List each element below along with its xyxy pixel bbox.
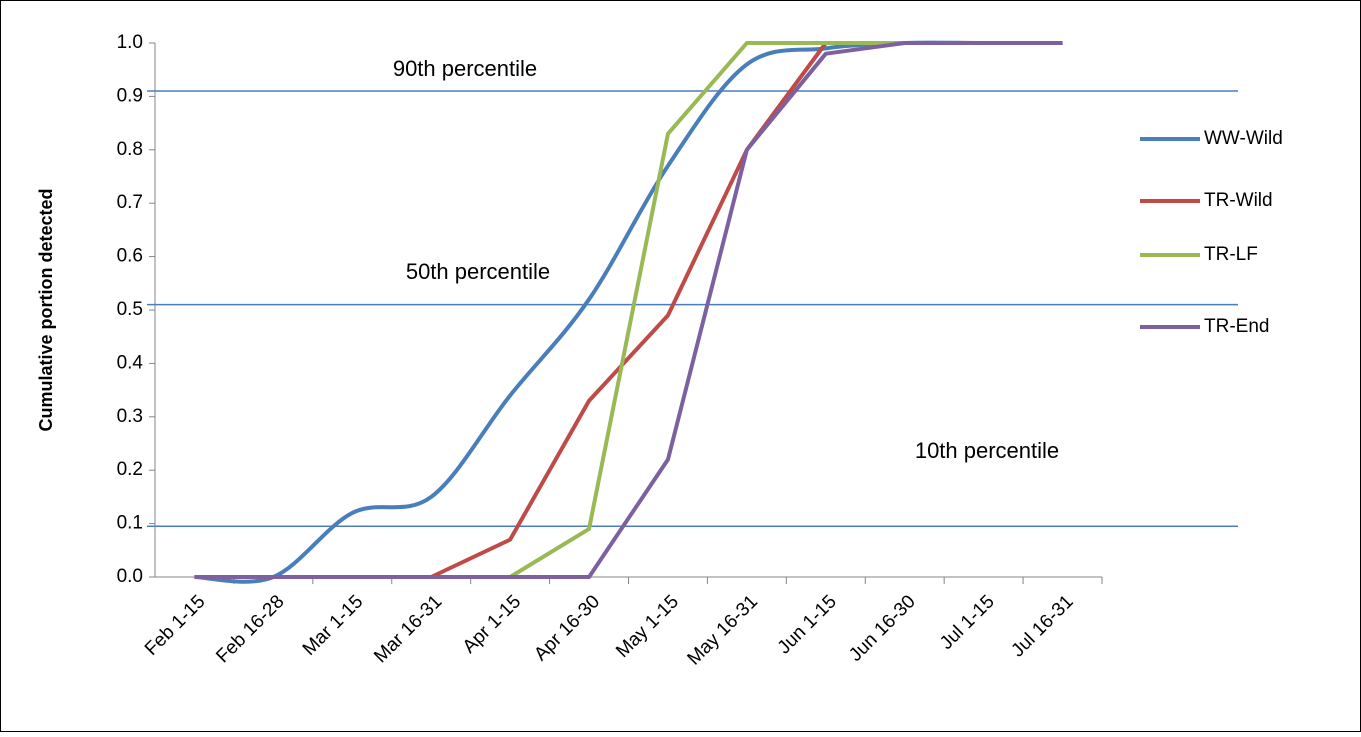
y-tick-label: 1.0 bbox=[117, 32, 143, 53]
y-tick-label: 0.4 bbox=[117, 352, 144, 373]
series-line bbox=[194, 41, 1063, 579]
reference-label: 90th percentile bbox=[393, 56, 537, 81]
reference-label: 50th percentile bbox=[406, 259, 550, 284]
y-tick-label: 0.2 bbox=[117, 459, 143, 480]
y-tick-label: 0.1 bbox=[117, 513, 143, 534]
y-tick-label: 0.0 bbox=[117, 566, 143, 587]
y-tick-label: 0.3 bbox=[117, 406, 143, 427]
legend-label: TR-Wild bbox=[1204, 190, 1273, 211]
y-axis-label: Cumulative portion detected bbox=[36, 188, 56, 431]
y-tick-label: 0.6 bbox=[117, 246, 143, 267]
legend-label: TR-End bbox=[1204, 316, 1269, 337]
reference-label: 10th percentile bbox=[915, 438, 1059, 463]
y-tick-label: 0.8 bbox=[117, 139, 143, 160]
legend-label: WW-Wild bbox=[1204, 128, 1283, 149]
y-tick-label: 0.7 bbox=[117, 192, 143, 213]
y-tick-label: 0.9 bbox=[117, 85, 143, 106]
y-tick-label: 0.5 bbox=[117, 299, 143, 320]
legend-label: TR-LF bbox=[1204, 244, 1258, 265]
